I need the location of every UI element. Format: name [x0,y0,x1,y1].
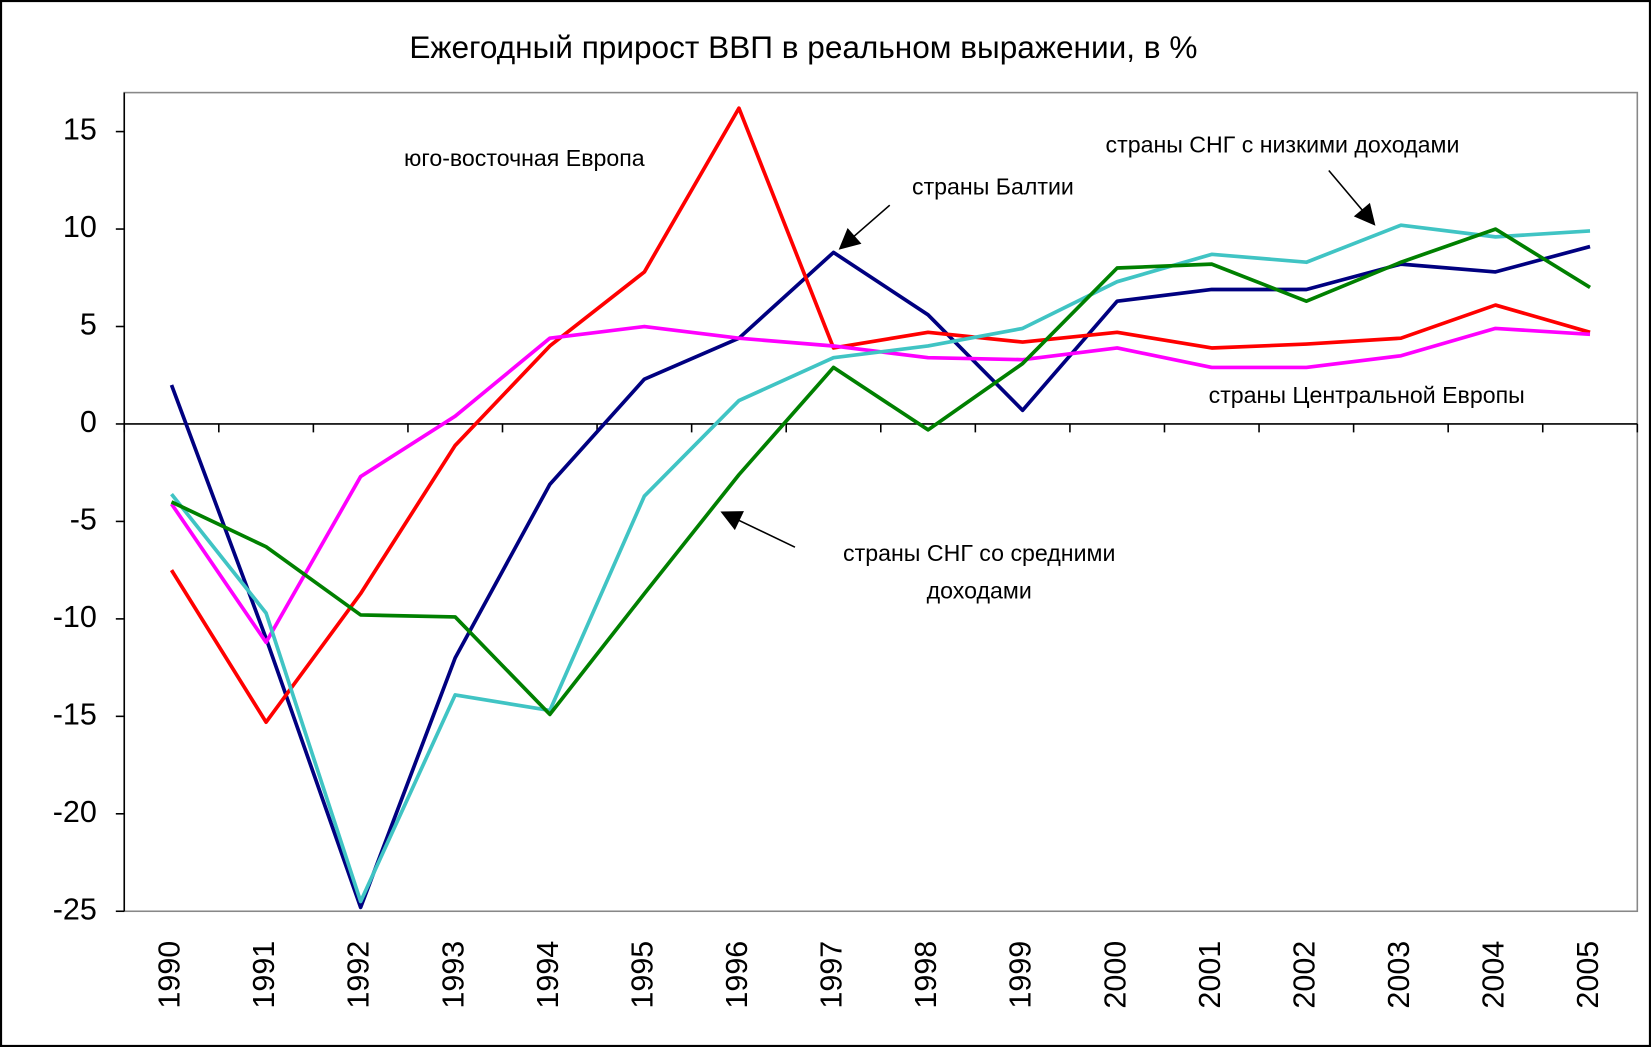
y-tick-label: 15 [63,113,97,147]
series-label: страны СНГ с низкими доходами [1106,131,1460,157]
y-tick-label: -15 [53,697,97,731]
x-tick-label: 1999 [1004,941,1038,1009]
x-tick-label: 1995 [625,941,659,1009]
y-tick-label: -10 [53,600,97,634]
series-label: страны Центральной Европы [1209,382,1525,408]
y-tick-label: -20 [53,795,97,829]
y-tick-label: 0 [80,405,97,439]
series-label: страны Балтии [912,173,1074,199]
x-tick-label: 2005 [1571,941,1605,1009]
arrow [720,511,796,548]
chart-title: Ежегодный прирост ВВП в реальном выражен… [409,29,1197,65]
arrow [838,204,891,250]
x-tick-label: 2004 [1477,941,1511,1009]
y-tick-label: -5 [70,502,97,536]
x-tick-label: 1991 [247,941,281,1009]
x-tick-label: 1992 [342,941,376,1009]
series-label: юго-восточная Европа [404,145,645,171]
series-line [170,227,1592,717]
x-tick-label: 2003 [1382,941,1416,1009]
arrow [1328,169,1376,226]
series-label-box: страны СНГ со средними доходами [843,539,1116,604]
x-tick-label: 1997 [815,941,849,1009]
series-label: страны СНГ со средними доходами [843,539,1116,604]
x-tick-label: 2001 [1193,941,1227,1009]
series-line [170,223,1591,904]
y-tick-label: -25 [53,892,97,926]
series-line [169,106,1591,725]
series-line [169,244,1591,910]
x-tick-label: 1998 [909,941,943,1009]
x-tick-label: 2000 [1098,941,1132,1009]
x-tick-label: 1993 [436,941,470,1009]
x-tick-label: 1996 [720,941,754,1009]
x-tick-label: 2002 [1287,941,1321,1009]
x-tick-label: 1990 [153,941,187,1009]
y-tick-label: 5 [80,308,97,342]
y-tick-label: 10 [63,210,97,244]
x-tick-label: 1994 [531,941,565,1009]
